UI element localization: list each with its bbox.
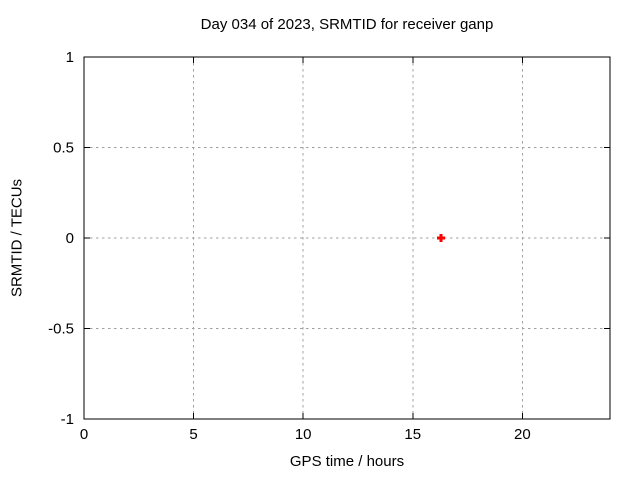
y-tick-label: -0.5 bbox=[48, 321, 74, 338]
x-tick-label: 20 bbox=[514, 426, 531, 443]
x-axis-label: GPS time / hours bbox=[289, 453, 405, 470]
plot-border bbox=[83, 56, 611, 420]
x-tick-label: 15 bbox=[404, 426, 421, 443]
y-tick-label: 1 bbox=[66, 49, 74, 66]
y-tick-label: 0 bbox=[66, 230, 74, 247]
x-tick-label: 5 bbox=[189, 426, 197, 443]
x-tick-label: 0 bbox=[80, 426, 88, 443]
y-tick-label: -1 bbox=[61, 411, 74, 428]
x-tick-label: 10 bbox=[295, 426, 312, 443]
chart-title: Day 034 of 2023, SRMTID for receiver gan… bbox=[200, 16, 494, 33]
y-tick-label: 0.5 bbox=[53, 140, 74, 157]
